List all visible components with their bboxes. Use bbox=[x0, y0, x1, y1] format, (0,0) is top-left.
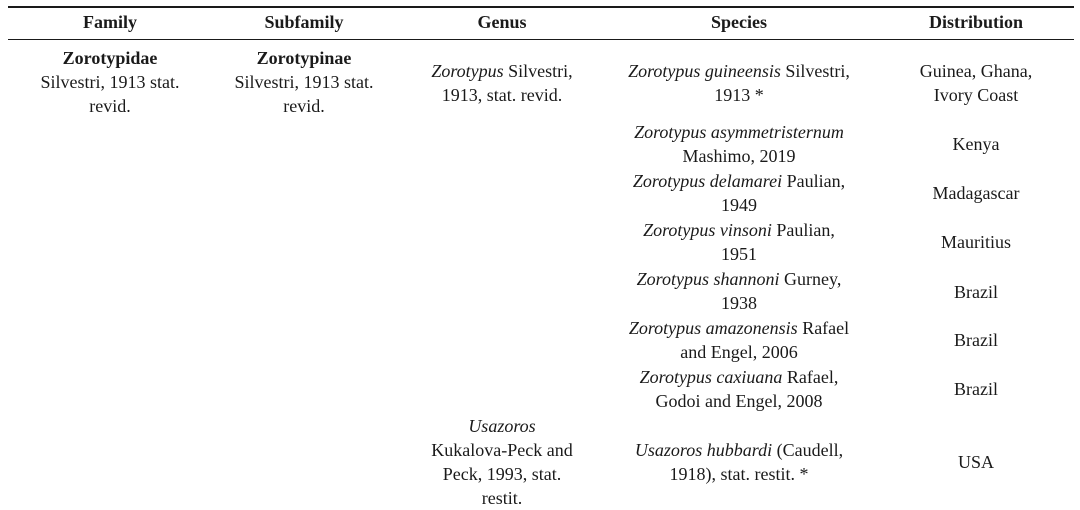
species-authority: Silvestri, bbox=[780, 61, 850, 81]
species-authority: Gurney, bbox=[779, 269, 842, 289]
subfamily-name: Zorotypinae bbox=[256, 48, 352, 68]
distribution-cell: Madagascar bbox=[932, 183, 1020, 203]
species-cell: Zorotypus asymmetristernum Mashimo, 2019 bbox=[600, 120, 878, 168]
distribution-cell: Brazil bbox=[954, 282, 998, 302]
species-line1: Zorotypus vinsoni Paulian, bbox=[600, 218, 878, 242]
family-authority-line2: revid. bbox=[89, 96, 131, 116]
species-cell: Zorotypus guineensis Silvestri, 1913 * bbox=[600, 59, 878, 107]
species-line1: Zorotypus caxiuana Rafael, bbox=[600, 365, 878, 389]
family-cell: Zorotypidae Silvestri, 1913 stat. revid. bbox=[10, 46, 210, 118]
species-name: Zorotypus delamarei bbox=[632, 171, 783, 191]
genus-authority-line2: Peck, 1993, stat. bbox=[442, 464, 562, 484]
species-line2: 1951 bbox=[721, 244, 757, 264]
species-line1: Zorotypus amazonensis Rafael bbox=[600, 316, 878, 340]
species-line1: Zorotypus guineensis Silvestri, bbox=[600, 59, 878, 83]
species-authority: Paulian, bbox=[771, 220, 835, 240]
species-cell: Zorotypus shannoni Gurney, 1938 bbox=[600, 267, 878, 315]
species-line2: and Engel, 2006 bbox=[680, 342, 798, 362]
table-top-rule bbox=[8, 6, 1074, 8]
genus-authority-line3: restit. bbox=[481, 488, 523, 508]
species-name: Zorotypus shannoni bbox=[636, 269, 780, 289]
species-line2: 1918), stat. restit. * bbox=[669, 464, 809, 484]
species-authority: Rafael, bbox=[782, 367, 839, 387]
distribution-cell: USA bbox=[957, 452, 994, 472]
genus-authority-line1: Kukalova-Peck and bbox=[431, 440, 573, 460]
species-cell: Zorotypus caxiuana Rafael, Godoi and Eng… bbox=[600, 365, 878, 413]
genus-line2: 1913, stat. revid. bbox=[441, 85, 563, 105]
subfamily-cell: Zorotypinae Silvestri, 1913 stat. revid. bbox=[204, 46, 404, 118]
species-line2: 1913 * bbox=[714, 85, 764, 105]
table-header-rule bbox=[8, 39, 1074, 40]
species-cell: Zorotypus delamarei Paulian, 1949 bbox=[600, 169, 878, 217]
distribution-line1: Guinea, Ghana, bbox=[919, 61, 1033, 81]
species-cell: Usazoros hubbardi (Caudell, 1918), stat.… bbox=[600, 438, 878, 486]
header-distribution: Distribution bbox=[928, 12, 1024, 32]
species-line2: Godoi and Engel, 2008 bbox=[655, 391, 823, 411]
species-authority: Rafael bbox=[797, 318, 850, 338]
species-line2: Mashimo, 2019 bbox=[682, 146, 796, 166]
species-name: Usazoros hubbardi bbox=[634, 440, 773, 460]
header-family: Family bbox=[83, 12, 137, 32]
species-name: Zorotypus guineensis bbox=[628, 61, 781, 81]
genus-cell-zorotypus: Zorotypus Silvestri, 1913, stat. revid. bbox=[404, 59, 600, 107]
species-name: Zorotypus vinsoni bbox=[643, 220, 772, 240]
family-name: Zorotypidae bbox=[62, 48, 158, 68]
genus-line1: Zorotypus Silvestri, bbox=[404, 59, 600, 83]
distribution-line2: Ivory Coast bbox=[933, 85, 1019, 105]
species-line2: 1949 bbox=[721, 195, 757, 215]
genus-authority: Silvestri, bbox=[503, 61, 573, 81]
header-genus: Genus bbox=[477, 12, 527, 32]
species-cell: Zorotypus amazonensis Rafael and Engel, … bbox=[600, 316, 878, 364]
species-name: Zorotypus amazonensis bbox=[628, 318, 798, 338]
distribution-cell: Brazil bbox=[954, 330, 998, 350]
species-authority: Paulian, bbox=[782, 171, 846, 191]
species-name: Zorotypus asymmetristernum bbox=[634, 122, 844, 142]
header-subfamily: Subfamily bbox=[264, 12, 344, 32]
species-authority: (Caudell, bbox=[772, 440, 844, 460]
species-line1: Zorotypus shannoni Gurney, bbox=[600, 267, 878, 291]
subfamily-authority-line2: revid. bbox=[283, 96, 325, 116]
distribution-cell: Kenya bbox=[952, 134, 1000, 154]
subfamily-authority-line1: Silvestri, 1913 stat. bbox=[234, 72, 374, 92]
species-line2: 1938 bbox=[721, 293, 757, 313]
genus-cell-usazoros: Usazoros Kukalova-Peck and Peck, 1993, s… bbox=[404, 414, 600, 510]
distribution-cell: Mauritius bbox=[941, 232, 1011, 252]
species-line1: Zorotypus delamarei Paulian, bbox=[600, 169, 878, 193]
species-line1: Zorotypus asymmetristernum bbox=[600, 120, 878, 144]
species-cell: Zorotypus vinsoni Paulian, 1951 bbox=[600, 218, 878, 266]
header-species: Species bbox=[711, 12, 767, 32]
species-name: Zorotypus caxiuana bbox=[639, 367, 783, 387]
distribution-cell: Guinea, Ghana, Ivory Coast bbox=[878, 59, 1074, 107]
distribution-cell: Brazil bbox=[954, 379, 998, 399]
family-authority-line1: Silvestri, 1913 stat. bbox=[40, 72, 180, 92]
species-line1: Usazoros hubbardi (Caudell, bbox=[600, 438, 878, 462]
genus-name: Usazoros bbox=[468, 416, 536, 436]
genus-name: Zorotypus bbox=[431, 61, 504, 81]
